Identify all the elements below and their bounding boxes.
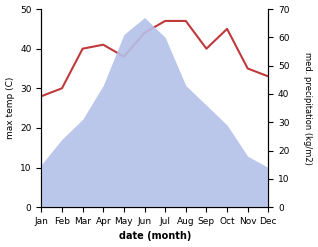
Y-axis label: max temp (C): max temp (C)	[5, 77, 15, 139]
X-axis label: date (month): date (month)	[119, 231, 191, 242]
Y-axis label: med. precipitation (kg/m2): med. precipitation (kg/m2)	[303, 52, 313, 165]
